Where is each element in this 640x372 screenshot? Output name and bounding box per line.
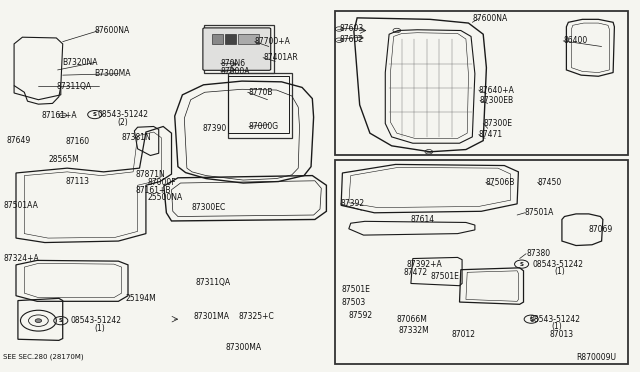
Text: 87301MA: 87301MA [194, 312, 230, 321]
Text: 87392+A: 87392+A [406, 260, 442, 269]
Text: (1): (1) [95, 324, 106, 333]
Text: 87600NA: 87600NA [94, 26, 129, 35]
Text: B7300MA: B7300MA [95, 69, 131, 78]
Text: 87012: 87012 [452, 330, 476, 339]
Text: 08543-51242: 08543-51242 [70, 316, 122, 325]
Text: 87592: 87592 [349, 311, 373, 320]
Bar [212, 34, 223, 44]
Text: 87380: 87380 [526, 249, 550, 258]
Text: 87000A: 87000A [221, 67, 250, 76]
Text: 87602: 87602 [339, 35, 364, 44]
Text: 87066M: 87066M [397, 315, 428, 324]
Text: 28565M: 28565M [49, 155, 79, 164]
Text: 87506B: 87506B [486, 178, 515, 187]
FancyBboxPatch shape [203, 28, 271, 70]
Bar [204, 25, 274, 73]
Text: 87311QA: 87311QA [56, 82, 92, 91]
Circle shape [35, 319, 42, 323]
Text: 87472: 87472 [403, 268, 428, 277]
Text: 08543-51242: 08543-51242 [530, 315, 581, 324]
Text: 87113: 87113 [66, 177, 90, 186]
Bar [225, 34, 236, 44]
Text: S: S [59, 318, 63, 323]
Bar [228, 73, 292, 138]
Text: S: S [520, 262, 524, 267]
Text: 87501A: 87501A [525, 208, 554, 217]
Text: 87013: 87013 [549, 330, 573, 339]
Text: 87649: 87649 [6, 136, 31, 145]
Text: (1): (1) [554, 267, 565, 276]
Text: 87640+A: 87640+A [479, 86, 515, 94]
Text: 87501E: 87501E [430, 272, 459, 280]
Text: 87069: 87069 [589, 225, 613, 234]
Text: 87324+A: 87324+A [3, 254, 39, 263]
Text: 87501AA: 87501AA [3, 201, 38, 210]
Text: 08543-51242: 08543-51242 [532, 260, 584, 269]
Text: 87471: 87471 [479, 130, 503, 139]
Text: 87503: 87503 [341, 298, 365, 307]
Text: 87300EC: 87300EC [192, 203, 227, 212]
Text: 87871N: 87871N [135, 170, 164, 179]
Text: 87300MA: 87300MA [226, 343, 262, 352]
Text: 87000F: 87000F [148, 178, 177, 187]
Bar [238, 34, 259, 44]
Text: 87390: 87390 [202, 124, 227, 133]
Text: 87603: 87603 [339, 24, 364, 33]
Text: 87501E: 87501E [341, 285, 370, 294]
Text: 87700+A: 87700+A [254, 37, 290, 46]
Text: 87600NA: 87600NA [472, 14, 508, 23]
Text: 08543-51242: 08543-51242 [98, 110, 149, 119]
Text: S: S [93, 112, 97, 117]
Text: R870009U: R870009U [576, 353, 616, 362]
Text: 870N6: 870N6 [221, 59, 246, 68]
Text: 87160: 87160 [65, 137, 90, 146]
Text: 87000G: 87000G [249, 122, 279, 131]
Text: 86400: 86400 [563, 36, 588, 45]
Text: 87392: 87392 [340, 199, 365, 208]
Text: 87300E: 87300E [483, 119, 512, 128]
Text: B7320NA: B7320NA [63, 58, 98, 67]
Bar [335, 11, 628, 155]
Text: 87161+B: 87161+B [135, 186, 170, 195]
Text: 87325+C: 87325+C [239, 312, 275, 321]
Text: 87161+A: 87161+A [42, 111, 77, 120]
Bar [335, 160, 628, 364]
Text: S: S [529, 317, 533, 322]
Text: 87311QA: 87311QA [195, 278, 230, 287]
Text: (1): (1) [552, 322, 563, 331]
Text: 87614: 87614 [410, 215, 435, 224]
Text: 8770B: 8770B [248, 88, 273, 97]
Text: 87332M: 87332M [398, 326, 429, 335]
Text: SEE SEC.280 (28170M): SEE SEC.280 (28170M) [3, 354, 84, 360]
Text: 87300EB: 87300EB [480, 96, 514, 105]
Text: 25500NA: 25500NA [148, 193, 183, 202]
Text: 87401AR: 87401AR [263, 53, 298, 62]
Text: 87450: 87450 [538, 178, 562, 187]
Text: (2): (2) [117, 118, 128, 127]
Text: 87381N: 87381N [122, 133, 151, 142]
Text: 25194M: 25194M [125, 294, 156, 303]
